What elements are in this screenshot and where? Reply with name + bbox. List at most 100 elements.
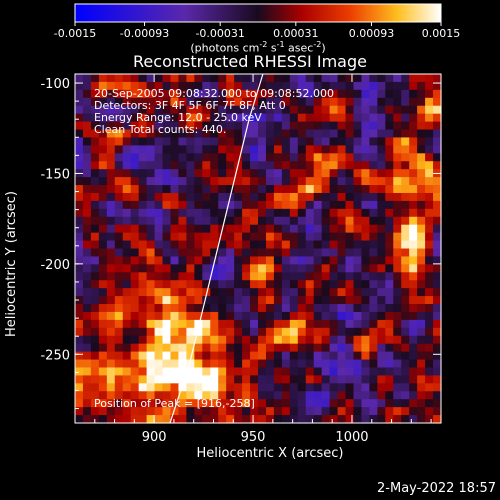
- heatmap-cell: [393, 74, 402, 83]
- heatmap-cell: [377, 375, 386, 384]
- heatmap-cell: [186, 137, 195, 146]
- timestamp: 2-May-2022 18:57: [377, 481, 496, 496]
- heatmap-cell: [337, 145, 347, 154]
- heatmap-cell: [385, 248, 394, 258]
- heatmap-cell: [258, 208, 267, 218]
- heatmap-cell: [361, 399, 370, 408]
- heatmap-cell: [210, 359, 219, 369]
- heatmap-cell: [361, 169, 370, 178]
- heatmap-cell: [313, 74, 323, 83]
- x-tick-label: 900: [142, 430, 167, 445]
- heatmap-cell: [234, 89, 243, 99]
- heatmap-cell: [393, 327, 402, 337]
- heatmap-cell: [369, 375, 378, 384]
- heatmap-cell: [178, 375, 187, 384]
- heatmap-cell: [409, 375, 418, 384]
- heatmap-cell: [75, 161, 84, 170]
- heatmap-cell: [425, 137, 434, 146]
- heatmap-cell: [273, 343, 283, 353]
- heatmap-cell: [393, 280, 402, 289]
- heatmap-cell: [433, 343, 442, 353]
- heatmap-cell: [281, 240, 291, 250]
- heatmap-cell: [289, 177, 299, 186]
- heatmap-cell: [130, 137, 140, 146]
- heatmap-cell: [258, 256, 267, 265]
- heatmap-cell: [202, 240, 211, 250]
- heatmap-cell: [130, 129, 140, 139]
- heatmap-cell: [377, 177, 386, 186]
- heatmap-cell: [337, 232, 347, 242]
- heatmap-cell: [321, 383, 331, 392]
- heatmap-cell: [114, 343, 124, 353]
- heatmap-cell: [250, 81, 259, 91]
- heatmap-cell: [401, 105, 410, 115]
- heatmap-cell: [234, 121, 243, 131]
- heatmap-cell: [401, 383, 410, 392]
- heatmap-cell: [258, 81, 267, 91]
- heatmap-cell: [417, 280, 426, 289]
- heatmap-cell: [393, 383, 402, 392]
- heatmap-cell: [170, 113, 180, 123]
- heatmap-cell: [178, 304, 187, 313]
- heatmap-cell: [281, 121, 291, 131]
- heatmap-cell: [409, 256, 418, 265]
- heatmap-cell: [234, 240, 243, 250]
- colorbar-tick-label-0: -0.0015: [54, 27, 96, 40]
- x-axis-label: Heliocentric X (arcsec): [196, 446, 344, 461]
- heatmap-cell: [385, 288, 394, 297]
- heatmap-cell: [122, 256, 132, 265]
- heatmap-cell: [218, 311, 227, 321]
- heatmap-cell: [170, 296, 180, 305]
- heatmap-cell: [273, 113, 283, 123]
- heatmap-cell: [170, 161, 180, 170]
- heatmap-cell: [273, 185, 283, 194]
- heatmap-cell: [425, 248, 434, 258]
- heatmap-cell: [258, 319, 267, 329]
- heatmap-cell: [194, 137, 203, 146]
- heatmap-cell: [130, 415, 140, 424]
- heatmap-cell: [82, 121, 92, 131]
- heatmap-cell: [361, 264, 370, 273]
- heatmap-cell: [210, 296, 219, 305]
- heatmap-cell: [353, 319, 363, 329]
- heatmap-cell: [234, 248, 243, 258]
- heatmap-cell: [98, 216, 108, 226]
- heatmap-cell: [210, 137, 219, 146]
- heatmap-cell: [281, 248, 291, 258]
- heatmap-cell: [75, 97, 84, 107]
- heatmap-cell: [401, 185, 410, 194]
- heatmap-cell: [82, 367, 92, 377]
- heatmap-cell: [297, 383, 307, 392]
- heatmap-cell: [202, 248, 211, 258]
- heatmap-cell: [146, 280, 156, 289]
- heatmap-cell: [345, 367, 355, 377]
- heatmap-cell: [130, 391, 140, 400]
- heatmap-cell: [250, 375, 259, 384]
- heatmap-cell: [258, 415, 267, 424]
- heatmap-cell: [353, 343, 363, 353]
- heatmap-cell: [75, 415, 84, 424]
- heatmap-cell: [409, 359, 418, 369]
- heatmap-cell: [114, 375, 124, 384]
- heatmap-cell: [154, 383, 164, 392]
- heatmap-cell: [321, 256, 331, 265]
- heatmap-cell: [273, 169, 283, 178]
- heatmap-cell: [106, 208, 116, 218]
- heatmap-cell: [329, 137, 339, 146]
- heatmap-cell: [377, 264, 386, 273]
- heatmap-cell: [218, 288, 227, 297]
- heatmap-cell: [329, 375, 339, 384]
- heatmap-cell: [401, 192, 410, 202]
- heatmap-cell: [186, 383, 195, 392]
- heatmap-cell: [234, 327, 243, 337]
- heatmap-cell: [273, 399, 283, 408]
- heatmap-cell: [401, 351, 410, 361]
- heatmap-cell: [265, 81, 275, 91]
- heatmap-cell: [202, 185, 211, 194]
- heatmap-cell: [369, 137, 378, 146]
- heatmap-cell: [393, 256, 402, 265]
- annotation-time-range: 20-Sep-2005 09:08:32.000 to 09:08:52.000: [94, 87, 334, 100]
- heatmap-cell: [385, 177, 394, 186]
- heatmap-cell: [250, 145, 259, 154]
- heatmap-cell: [321, 177, 331, 186]
